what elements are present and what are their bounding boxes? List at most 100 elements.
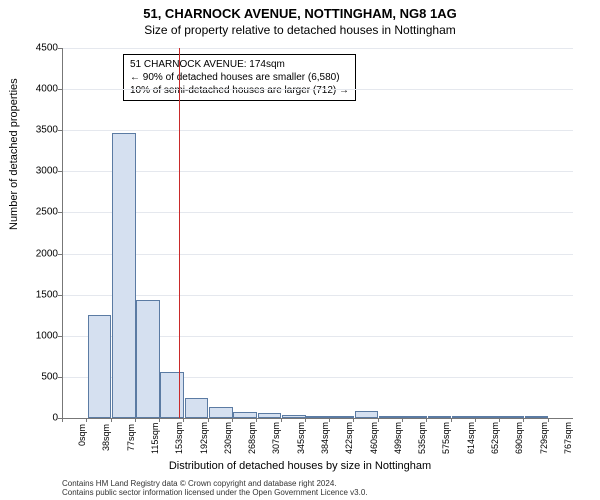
x-tick-mark — [353, 418, 354, 422]
x-tick-mark — [159, 418, 160, 422]
x-tick-mark — [378, 418, 379, 422]
grid-line — [63, 89, 573, 90]
x-tick-label: 307sqm — [271, 424, 281, 454]
histogram-bar — [112, 133, 136, 418]
x-tick-mark — [548, 418, 549, 422]
x-tick-mark — [523, 418, 524, 422]
grid-line — [63, 212, 573, 213]
x-tick-label: 460sqm — [369, 424, 379, 454]
x-tick-label: 192sqm — [199, 424, 209, 454]
x-tick-mark — [426, 418, 427, 422]
chart-subtitle: Size of property relative to detached ho… — [0, 23, 600, 37]
y-axis-label: Number of detached properties — [8, 78, 20, 230]
histogram-bar — [500, 416, 524, 418]
x-tick-mark — [402, 418, 403, 422]
x-tick-label: 115sqm — [150, 424, 160, 454]
y-tick-mark — [58, 130, 62, 131]
x-tick-mark — [208, 418, 209, 422]
x-tick-label: 652sqm — [490, 424, 500, 454]
x-tick-label: 535sqm — [417, 424, 427, 454]
license-text: Contains HM Land Registry data © Crown c… — [62, 479, 368, 498]
x-tick-mark — [475, 418, 476, 422]
y-tick-mark — [58, 89, 62, 90]
y-tick-label: 2500 — [36, 207, 58, 218]
x-tick-label: 153sqm — [174, 424, 184, 454]
histogram-bar — [136, 300, 160, 418]
grid-line — [63, 171, 573, 172]
x-tick-mark — [281, 418, 282, 422]
histogram-bar — [233, 412, 257, 418]
y-tick-label: 1500 — [36, 289, 58, 300]
histogram-bar — [209, 407, 233, 419]
histogram-bar — [160, 372, 184, 418]
x-tick-mark — [451, 418, 452, 422]
y-tick-mark — [58, 377, 62, 378]
y-tick-mark — [58, 212, 62, 213]
x-tick-mark — [329, 418, 330, 422]
y-tick-mark — [58, 295, 62, 296]
histogram-bar — [185, 398, 209, 418]
histogram-bar — [306, 416, 330, 418]
x-tick-label: 422sqm — [344, 424, 354, 454]
grid-line — [63, 295, 573, 296]
chart-title: 51, CHARNOCK AVENUE, NOTTINGHAM, NG8 1AG — [0, 0, 600, 21]
x-tick-mark — [256, 418, 257, 422]
x-tick-label: 230sqm — [223, 424, 233, 454]
x-tick-mark — [135, 418, 136, 422]
histogram-bar — [282, 415, 306, 418]
grid-line — [63, 254, 573, 255]
chart-plot-area: 51 CHARNOCK AVENUE: 174sqm ← 90% of deta… — [62, 48, 573, 419]
y-tick-label: 1000 — [36, 330, 58, 341]
marker-vertical-line — [179, 48, 180, 418]
y-tick-label: 3500 — [36, 125, 58, 136]
grid-line — [63, 48, 573, 49]
y-tick-mark — [58, 48, 62, 49]
y-tick-label: 4000 — [36, 84, 58, 95]
x-tick-mark — [62, 418, 63, 422]
y-tick-label: 3000 — [36, 166, 58, 177]
x-tick-label: 268sqm — [247, 424, 257, 454]
x-tick-label: 345sqm — [296, 424, 306, 454]
x-tick-label: 499sqm — [393, 424, 403, 454]
histogram-bar — [452, 416, 476, 418]
y-tick-label: 500 — [41, 371, 58, 382]
x-tick-label: 0sqm — [77, 424, 87, 454]
x-tick-label: 767sqm — [563, 424, 573, 454]
histogram-bar — [379, 416, 403, 418]
y-tick-mark — [58, 336, 62, 337]
histogram-bar — [476, 416, 500, 418]
x-tick-label: 690sqm — [514, 424, 524, 454]
x-tick-label: 614sqm — [466, 424, 476, 454]
x-tick-label: 729sqm — [539, 424, 549, 454]
histogram-bar — [428, 416, 452, 418]
y-tick-label: 2000 — [36, 248, 58, 259]
histogram-bar — [403, 416, 427, 418]
x-tick-label: 77sqm — [126, 424, 136, 454]
x-tick-mark — [111, 418, 112, 422]
license-line-2: Contains public sector information licen… — [62, 488, 368, 498]
y-tick-label: 4500 — [36, 43, 58, 54]
histogram-bar — [330, 416, 354, 418]
x-tick-label: 575sqm — [441, 424, 451, 454]
x-tick-label: 384sqm — [320, 424, 330, 454]
x-axis-label: Distribution of detached houses by size … — [0, 460, 600, 472]
annotation-line-3: 10% of semi-detached houses are larger (… — [130, 84, 349, 97]
histogram-bar — [355, 411, 379, 418]
x-tick-mark — [232, 418, 233, 422]
histogram-bar — [258, 413, 282, 418]
chart-container: { "title": "51, CHARNOCK AVENUE, NOTTING… — [0, 0, 600, 500]
grid-line — [63, 130, 573, 131]
y-tick-mark — [58, 171, 62, 172]
histogram-bar — [525, 416, 549, 418]
x-tick-label: 38sqm — [101, 424, 111, 454]
x-tick-mark — [305, 418, 306, 422]
annotation-line-2: ← 90% of detached houses are smaller (6,… — [130, 71, 349, 84]
x-tick-mark — [183, 418, 184, 422]
x-tick-mark — [86, 418, 87, 422]
y-tick-mark — [58, 254, 62, 255]
annotation-line-1: 51 CHARNOCK AVENUE: 174sqm — [130, 58, 349, 71]
histogram-bar — [88, 315, 112, 418]
chart-annotation-box: 51 CHARNOCK AVENUE: 174sqm ← 90% of deta… — [123, 54, 356, 101]
x-tick-mark — [499, 418, 500, 422]
license-line-1: Contains HM Land Registry data © Crown c… — [62, 479, 368, 489]
